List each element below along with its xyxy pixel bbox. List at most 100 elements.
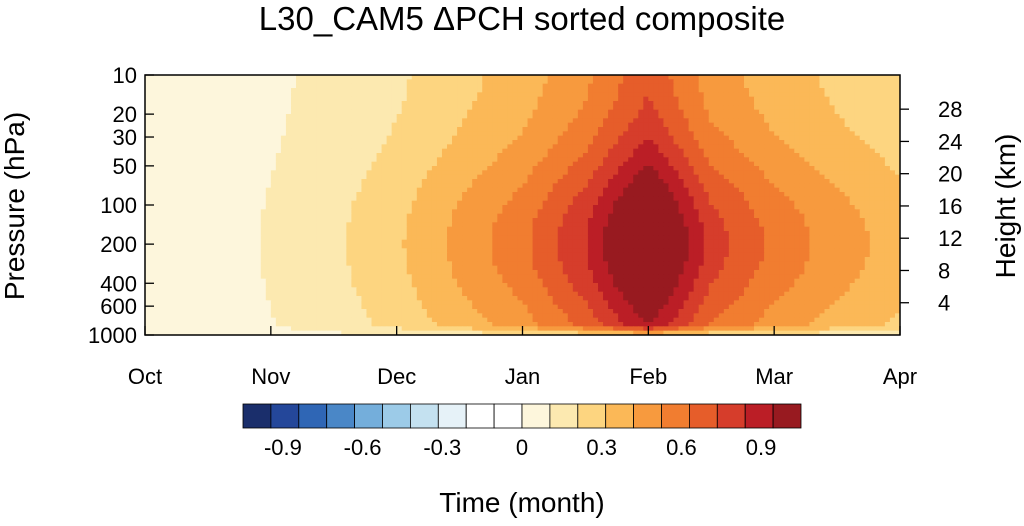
- contour-cell: [889, 118, 896, 124]
- contour-cell: [416, 92, 423, 98]
- contour-cell: [250, 127, 257, 132]
- contour-cell: [572, 144, 579, 150]
- contour-cell: [436, 209, 443, 215]
- contour-cell: [572, 170, 579, 176]
- contour-cell: [542, 96, 549, 102]
- contour-cell: [215, 96, 222, 102]
- contour-cell: [869, 140, 876, 145]
- contour-cell: [718, 75, 725, 80]
- contour-cell: [477, 140, 483, 145]
- contour-cell: [839, 179, 846, 184]
- contour-cell: [673, 170, 680, 176]
- contour-cell: [426, 118, 433, 124]
- contour-cell: [577, 131, 584, 137]
- contour-cell: [779, 205, 785, 210]
- contour-cell: [673, 118, 680, 124]
- contour-cell: [452, 187, 458, 193]
- contour-cell: [507, 127, 514, 132]
- contour-cell: [376, 174, 383, 180]
- contour-cell: [844, 200, 851, 206]
- contour-cell: [205, 170, 212, 176]
- contour-cell: [764, 166, 770, 171]
- contour-cell: [512, 174, 519, 180]
- contour-cell: [411, 92, 418, 98]
- contour-cell: [210, 213, 217, 219]
- contour-cell: [618, 88, 624, 93]
- contour-cell: [749, 192, 755, 197]
- contour-cell: [255, 218, 262, 223]
- contour-cell: [804, 196, 810, 202]
- contour-cell: [421, 88, 428, 93]
- contour-cell: [306, 122, 312, 128]
- contour-cell: [532, 96, 539, 102]
- contour-cell: [673, 213, 680, 219]
- contour-cell: [376, 75, 383, 80]
- contour-cell: [366, 196, 373, 202]
- contour-cell: [567, 109, 574, 115]
- contour-cell: [814, 127, 821, 132]
- contour-cell: [879, 170, 886, 176]
- contour-cell: [275, 83, 282, 89]
- contour-cell: [743, 183, 750, 189]
- contour-cell: [592, 153, 599, 158]
- contour-cell: [824, 209, 831, 215]
- contour-cell: [457, 109, 463, 115]
- contour-cell: [391, 187, 398, 193]
- contour-cell: [759, 75, 765, 80]
- contour-cell: [472, 118, 478, 124]
- contour-cell: [165, 96, 171, 102]
- contour-cell: [371, 122, 378, 128]
- contour-cell: [879, 109, 886, 115]
- contour-cell: [854, 88, 861, 93]
- contour-cell: [608, 192, 614, 197]
- contour-cell: [326, 122, 332, 128]
- contour-cell: [894, 187, 900, 193]
- contour-cell: [623, 101, 629, 106]
- contour-cell: [482, 122, 488, 128]
- contour-cell: [255, 75, 262, 80]
- contour-cell: [844, 174, 851, 180]
- contour-cell: [462, 88, 468, 93]
- contour-cell: [290, 88, 297, 93]
- contour-cell: [799, 196, 805, 202]
- contour-cell: [693, 75, 700, 80]
- contour-cell: [703, 127, 710, 132]
- contour-cell: [265, 187, 272, 193]
- contour-cell: [618, 79, 624, 85]
- contour-cell: [834, 127, 841, 132]
- contour-cell: [275, 105, 282, 111]
- contour-cell: [598, 144, 604, 150]
- contour-cell: [683, 79, 690, 85]
- contour-cell: [824, 196, 831, 202]
- contour-cell: [552, 83, 559, 89]
- contour-cell: [889, 127, 896, 132]
- contour-cell: [195, 122, 201, 128]
- contour-cell: [331, 170, 337, 176]
- contour-cell: [663, 101, 670, 106]
- contour-cell: [346, 148, 352, 154]
- contour-cell: [854, 200, 861, 206]
- contour-cell: [255, 140, 262, 145]
- contour-cell: [165, 131, 171, 137]
- contour-cell: [613, 179, 619, 184]
- contour-cell: [160, 79, 166, 85]
- contour-cell: [542, 157, 549, 163]
- contour-cell: [391, 109, 398, 115]
- contour-cell: [170, 105, 176, 111]
- contour-cell: [215, 101, 222, 106]
- contour-cell: [784, 96, 790, 102]
- contour-cell: [829, 105, 836, 111]
- contour-cell: [834, 135, 841, 141]
- contour-cell: [603, 118, 609, 124]
- contour-cell: [416, 140, 423, 145]
- contour-cell: [557, 96, 564, 102]
- contour-cell: [683, 140, 690, 145]
- contour-cell: [527, 118, 534, 124]
- contour-cell: [728, 83, 735, 89]
- contour-cell: [869, 205, 876, 210]
- contour-cell: [185, 114, 191, 119]
- contour-cell: [522, 144, 529, 150]
- contour-cell: [678, 196, 685, 202]
- contour-cell: [472, 109, 478, 115]
- contour-cell: [673, 75, 680, 80]
